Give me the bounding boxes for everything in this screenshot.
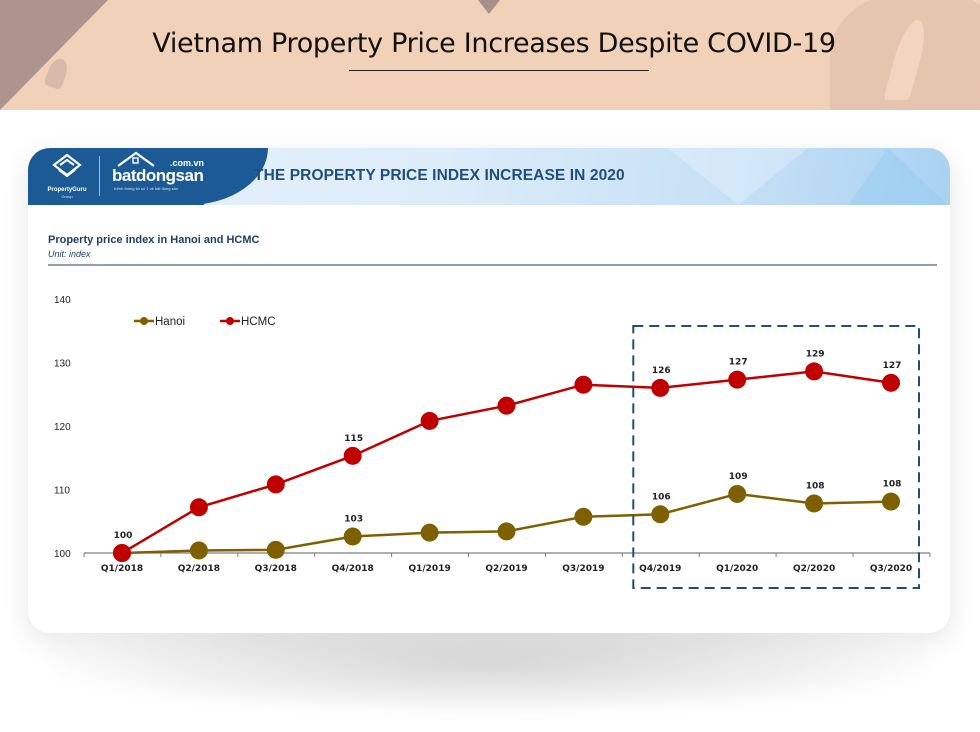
- data-point-hanoi: [420, 523, 439, 542]
- data-label-hanoi: 108: [883, 480, 902, 490]
- data-label-hcmc: 100: [114, 531, 133, 541]
- decorative-triangle: [0, 0, 108, 110]
- title-underline: [349, 70, 649, 71]
- legend-label-hcmc: HCMC: [241, 316, 276, 328]
- y-tick-label: 100: [54, 549, 71, 560]
- infographic-card: PropertyGuru Group .com.vn batdongsan Kê…: [28, 148, 950, 633]
- decorative-notch: [478, 0, 500, 14]
- heading-rule: [48, 264, 937, 266]
- data-label-hcmc: 127: [729, 358, 748, 368]
- x-tick-label: Q3/2018: [255, 564, 297, 574]
- propertyguru-logo: PropertyGuru Group: [42, 153, 92, 199]
- x-tick-label: Q3/2020: [870, 564, 912, 574]
- data-point-hcmc: [497, 396, 516, 415]
- x-tick-label: Q2/2020: [793, 564, 835, 574]
- legend-swatch-marker: [226, 317, 234, 325]
- decorative-facet: [848, 148, 948, 205]
- x-tick-label: Q4/2018: [332, 564, 374, 574]
- data-point-hanoi: [266, 540, 285, 559]
- data-labels: 103 106 109 108 108 100 115 126 127 129 127: [114, 349, 902, 541]
- data-point-hcmc: [882, 373, 900, 392]
- line-chart: 100 110 120 130 140 Q1/2018 Q2/2018 Q3/2018 Q4/…: [54, 295, 931, 589]
- batdongsan-name: batdongsan: [112, 166, 204, 185]
- data-point-hanoi: [343, 527, 362, 546]
- data-point-hanoi: [189, 541, 208, 560]
- data-label-hcmc: 127: [883, 361, 902, 371]
- batdongsan-logo: .com.vn batdongsan Kênh thông tin số 1 v…: [112, 151, 222, 200]
- series-points: [113, 362, 900, 562]
- data-point-hcmc: [574, 375, 593, 394]
- x-tick-label: Q2/2019: [485, 564, 527, 574]
- data-point-hcmc: [420, 411, 439, 430]
- data-label-hcmc: 129: [806, 349, 825, 359]
- y-tick-label: 120: [54, 422, 71, 433]
- slide-title: Vietnam Property Price Increases Despite…: [152, 28, 836, 59]
- card-title: THE PROPERTY PRICE INDEX INCREASE IN 202…: [254, 167, 625, 184]
- data-point-hcmc: [113, 544, 131, 562]
- data-label-hanoi: 108: [806, 481, 825, 491]
- chart-subtitle: Unit: index: [48, 249, 91, 259]
- highlight-box-2020: [632, 325, 920, 589]
- x-tick-label: Q1/2020: [716, 564, 758, 574]
- logo-divider: [99, 156, 100, 196]
- y-tick-label: 140: [54, 295, 71, 306]
- batdongsan-domain: .com.vn: [170, 158, 205, 168]
- propertyguru-icon: [52, 153, 82, 178]
- chart-title: Property price index in Hanoi and HCMC: [48, 234, 260, 246]
- data-point-hcmc: [266, 475, 285, 494]
- data-label-hanoi: 106: [652, 492, 671, 502]
- data-point-hcmc: [189, 498, 208, 517]
- data-label-hanoi: 109: [729, 472, 748, 482]
- legend-label-hanoi: Hanoi: [155, 316, 185, 328]
- y-axis: 100 110 120 130 140: [54, 295, 71, 560]
- propertyguru-sub: Group: [61, 194, 73, 199]
- data-label-hanoi: 103: [344, 514, 363, 524]
- legend-item-hcmc: HCMC: [220, 316, 276, 328]
- legend-swatch-marker: [140, 317, 148, 325]
- data-point-hanoi: [497, 522, 516, 541]
- legend: Hanoi HCMC: [134, 316, 276, 328]
- x-tick-label: Q2/2018: [178, 564, 220, 574]
- x-tick-label: Q4/2019: [639, 564, 681, 574]
- y-tick-label: 110: [54, 486, 70, 497]
- batdongsan-tagline: Kênh thông tin số 1 về bất động sản: [114, 186, 179, 191]
- data-label-hcmc: 126: [652, 366, 671, 376]
- data-point-hanoi: [574, 507, 593, 526]
- decorative-facet: [668, 148, 808, 205]
- x-tick-label: Q3/2019: [562, 564, 604, 574]
- x-tick-label: Q1/2018: [101, 564, 143, 574]
- house-icon: [117, 151, 155, 167]
- legend-item-hanoi: Hanoi: [134, 316, 185, 328]
- slide-header: Vietnam Property Price Increases Despite…: [0, 0, 980, 110]
- data-point-hanoi: [651, 505, 670, 524]
- data-point-hanoi: [805, 494, 824, 513]
- x-tick-label: Q1/2019: [408, 564, 450, 574]
- data-point-hcmc: [343, 446, 362, 465]
- data-label-hcmc: 115: [344, 434, 363, 444]
- y-tick-label: 130: [54, 359, 71, 370]
- data-point-hanoi: [728, 484, 747, 503]
- data-point-hcmc: [728, 370, 747, 389]
- x-axis: Q1/2018 Q2/2018 Q3/2018 Q4/2018 Q1/2019 Q2/20…: [83, 553, 931, 574]
- data-point-hanoi: [882, 492, 900, 511]
- propertyguru-name: PropertyGuru: [47, 187, 87, 193]
- data-point-hcmc: [805, 362, 824, 381]
- data-point-hcmc: [651, 378, 670, 397]
